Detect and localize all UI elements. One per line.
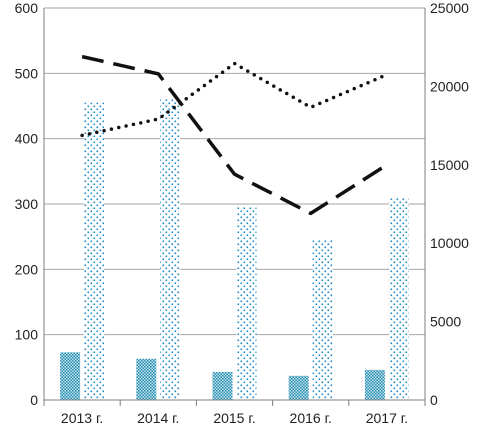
right-axis-tick-label: 0 [430,392,438,408]
dashed-line-series [81,54,388,216]
right-axis-tick-label: 25000 [430,0,469,16]
gridlines [44,7,425,336]
right-axis-tick-label: 5000 [430,314,461,330]
dotted-line-series [80,61,389,138]
bar-series-1 [136,358,157,400]
bars-group [60,99,409,400]
labels-group: 0 100 200 300 400 500 600 0 5000 10000 15000 20000 2… [15,0,470,426]
left-axis-tick-label: 500 [15,65,39,81]
right-axis-tick-label: 15000 [430,157,469,173]
left-axis-tick-label: 100 [15,327,39,343]
bar-series-2 [236,207,257,400]
lines-group [80,54,389,216]
left-axis-tick-label: 400 [15,131,39,147]
x-axis-category-label: 2013 г. [61,410,103,426]
x-axis-category-label: 2014 г. [137,410,179,426]
left-axis-tick-label: 0 [30,392,38,408]
bar-series-2 [388,197,409,400]
axes-group [43,8,426,406]
bar-series-2 [160,99,181,400]
bar-series-2 [84,102,105,400]
left-axis-tick-label: 200 [15,261,39,277]
bar-series-1 [60,352,81,400]
x-axis-category-label: 2016 г. [290,410,332,426]
right-axis-tick-label: 20000 [430,78,469,94]
x-axis-category-label: 2015 г. [213,410,255,426]
left-axis-tick-label: 600 [15,0,39,16]
x-axis-category-label: 2017 г. [366,410,408,426]
right-axis-tick-label: 10000 [430,235,469,251]
bar-series-1 [364,369,385,400]
bar-series-1 [212,371,233,400]
bar-series-2 [312,239,333,400]
bar-series-1 [288,375,309,400]
left-axis-tick-label: 300 [15,196,39,212]
